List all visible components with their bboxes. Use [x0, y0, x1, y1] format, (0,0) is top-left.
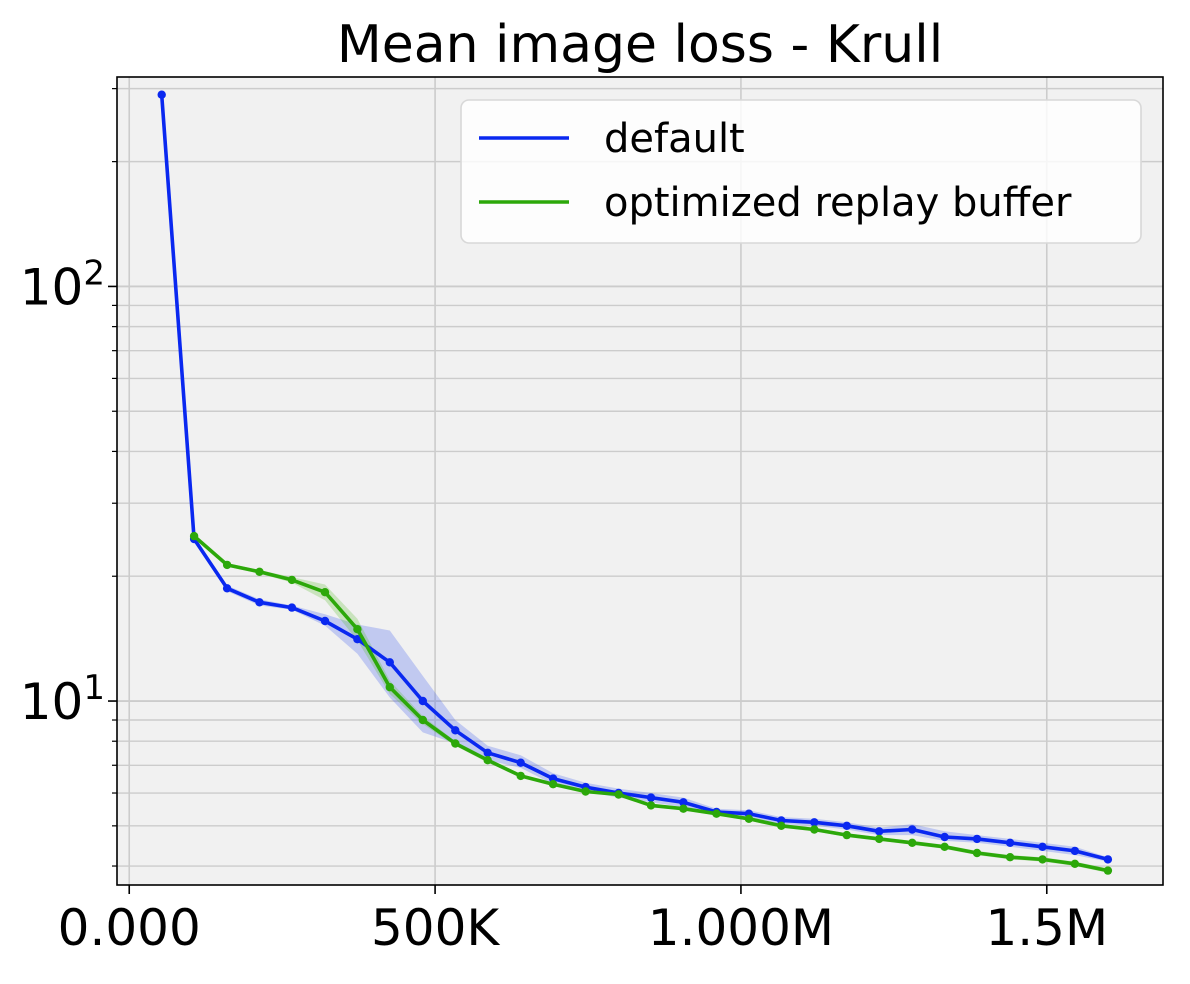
x-tick-label: 1.000M [648, 899, 834, 957]
series-point [255, 598, 264, 607]
series-point [744, 814, 754, 823]
series-point [875, 834, 884, 844]
series-point [1005, 853, 1015, 862]
legend-label: optimized replay buffer [604, 180, 1072, 226]
series-point [810, 818, 819, 827]
series-point [1103, 855, 1113, 864]
series-point [483, 748, 492, 757]
series-point [1103, 866, 1113, 875]
series-point [679, 798, 688, 807]
series-lines [157, 90, 1113, 875]
series-point [483, 756, 492, 765]
series-point [581, 787, 590, 796]
y-tick-label: 101 [20, 668, 105, 731]
series-point [385, 658, 394, 667]
series-point [1070, 859, 1080, 868]
series-point [908, 825, 917, 834]
series-point [940, 832, 949, 842]
y-tick-label: 102 [20, 253, 105, 316]
series-point [614, 790, 623, 799]
series-point [287, 575, 297, 585]
series-point [972, 848, 982, 858]
series-point [516, 771, 525, 781]
series-point [679, 804, 688, 813]
series-point [451, 726, 460, 735]
series-point [189, 531, 199, 541]
x-tick-label: 500K [371, 899, 500, 957]
series-point [1005, 838, 1015, 847]
series-point [646, 793, 656, 802]
series-point [385, 683, 394, 692]
x-tick-label: 1.5M [985, 899, 1108, 957]
series-point [1070, 846, 1080, 856]
series-point [810, 825, 819, 834]
series-point [418, 696, 427, 706]
series-point [972, 834, 982, 844]
series-point [1038, 842, 1047, 851]
chart-title: Mean image loss - Krull [337, 15, 943, 75]
series-point [940, 842, 949, 851]
series-point [320, 588, 330, 597]
series-point [842, 830, 851, 840]
legend-box [460, 99, 1142, 244]
series-point [255, 567, 264, 576]
series-point [842, 821, 851, 830]
series-point [320, 616, 330, 626]
series-point [353, 635, 362, 644]
series-point [157, 90, 166, 99]
series-point [777, 821, 786, 830]
series-point [222, 560, 232, 570]
legend-label: default [604, 116, 745, 162]
series-point [712, 809, 721, 818]
series-point [875, 827, 884, 836]
x-tick-label: 0.000 [58, 899, 201, 957]
series-point [548, 780, 558, 789]
series-point [222, 584, 232, 593]
series-point [1038, 855, 1047, 864]
legend: default optimized replay buffer [460, 99, 1142, 244]
series-line [159, 92, 1110, 862]
series-point [646, 801, 656, 810]
series-point [451, 739, 460, 748]
axes: 0.000 500K 1.000M 1.5M 101 102 [20, 88, 1108, 957]
series-point [418, 715, 427, 725]
series-point [908, 838, 917, 847]
series-point [287, 603, 297, 612]
series-point [516, 758, 525, 767]
plot-frame [116, 76, 1164, 886]
series-point [353, 625, 362, 634]
